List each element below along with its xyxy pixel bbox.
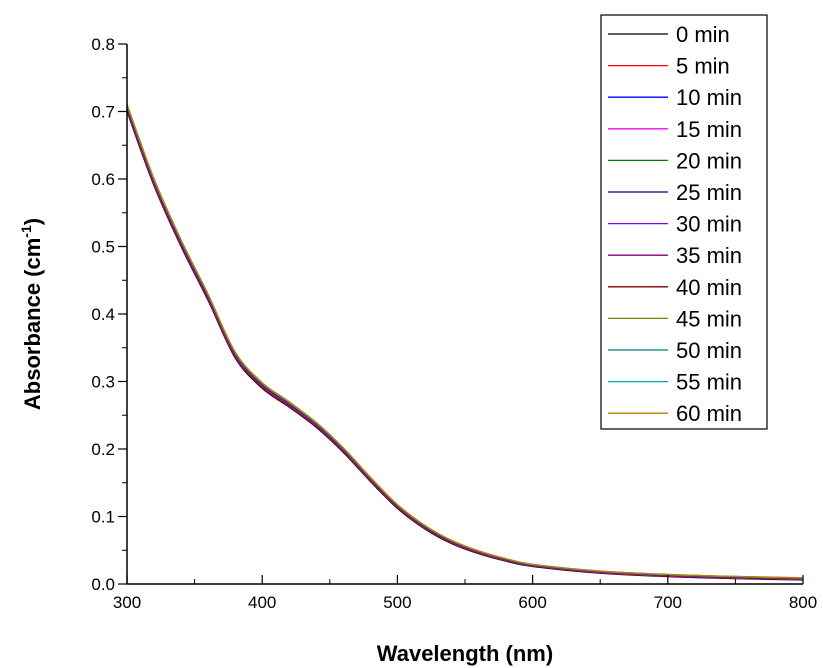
- y-tick-label: 0.6: [91, 170, 115, 189]
- x-tick-label: 300: [113, 593, 141, 612]
- x-ticks: 300 400 500 600 700 800: [113, 575, 817, 612]
- legend-label: 0 min: [676, 22, 730, 47]
- x-tick-label: 800: [789, 593, 817, 612]
- x-tick-label: 500: [383, 593, 411, 612]
- y-tick-label: 0.3: [91, 373, 115, 392]
- y-axis-title: Absorbance (cm-1): [18, 218, 45, 410]
- x-tick-label: 700: [654, 593, 682, 612]
- legend-label: 45 min: [676, 306, 742, 331]
- legend-label: 40 min: [676, 275, 742, 300]
- legend-box: [600, 14, 768, 430]
- legend-label: 30 min: [676, 212, 742, 237]
- x-axis-title: Wavelength (nm): [377, 641, 553, 666]
- y-tick-label: 0.8: [91, 35, 115, 54]
- legend-label: 35 min: [676, 243, 742, 268]
- x-tick-label: 600: [518, 593, 546, 612]
- legend-items: 0 min 5 min 10 min 15 min 20 min 25 min 30 min…: [608, 22, 742, 426]
- y-tick-label: 0.5: [91, 238, 115, 257]
- y-tick-label: 0.2: [91, 440, 115, 459]
- legend-label: 25 min: [676, 180, 742, 205]
- legend-label: 50 min: [676, 338, 742, 363]
- series-line-60-min: [126, 103, 804, 579]
- y-ticks: 0.0 0.1 0.2 0.3 0.4 0.5 0.6 0.7 0.8: [91, 35, 127, 594]
- plot-lines: [126, 103, 804, 581]
- y-axis-title-main: Absorbance (cm: [20, 238, 45, 410]
- legend-label: 10 min: [676, 85, 742, 110]
- legend: 0 min 5 min 10 min 15 min 20 min 25 min 30 min…: [600, 14, 768, 430]
- x-tick-label: 400: [248, 593, 276, 612]
- legend-label: 15 min: [676, 117, 742, 142]
- y-tick-label: 0.1: [91, 508, 115, 527]
- legend-label: 20 min: [676, 148, 742, 173]
- y-tick-label: 0.4: [91, 305, 115, 324]
- y-axis-title-close: ): [20, 218, 45, 225]
- legend-label: 5 min: [676, 54, 730, 79]
- legend-label: 60 min: [676, 401, 742, 426]
- y-axis-title-superscript: -1: [18, 225, 34, 238]
- legend-label: 55 min: [676, 370, 742, 395]
- y-tick-label: 0.7: [91, 103, 115, 122]
- y-tick-label: 0.0: [91, 575, 115, 594]
